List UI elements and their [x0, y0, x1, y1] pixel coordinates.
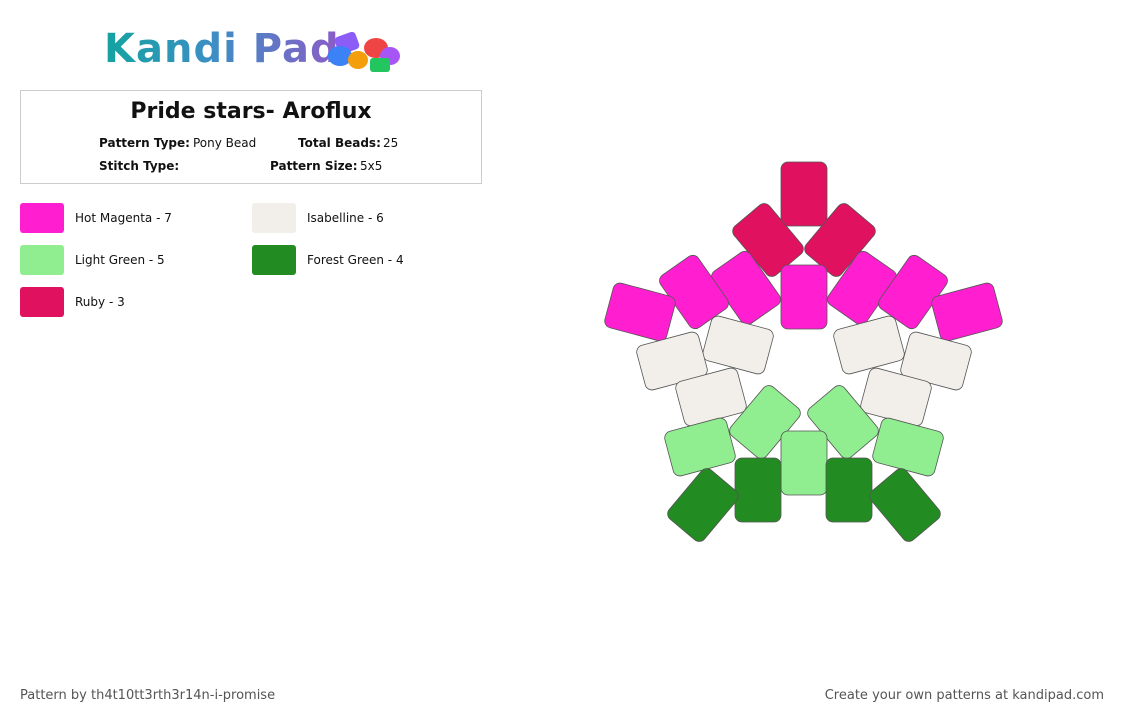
promo-link[interactable]: Create your own patterns at kandipad.com — [824, 688, 1104, 703]
value: Pony Bead — [193, 136, 257, 150]
bead — [869, 468, 941, 542]
pattern-card: Pride stars- Aroflux Pattern Type: Pony … — [20, 90, 482, 184]
value: 5x5 — [360, 159, 383, 173]
bead — [604, 282, 676, 342]
label: Stitch Type: — [99, 159, 180, 173]
legend-label: Forest Green - 4 — [307, 253, 404, 267]
color-swatch — [20, 203, 64, 233]
bead — [872, 417, 944, 477]
bead — [931, 282, 1003, 342]
label: Pattern Type: — [99, 136, 190, 150]
legend-item: Light Green - 5 — [20, 244, 165, 276]
legend-label: Light Green - 5 — [75, 253, 165, 267]
bead — [702, 315, 774, 375]
bead — [667, 468, 739, 542]
bead — [900, 331, 972, 391]
bead — [833, 315, 905, 375]
bead — [780, 264, 828, 330]
bead-pattern — [604, 161, 1003, 542]
legend-item: Ruby - 3 — [20, 286, 125, 318]
legend-label: Ruby - 3 — [75, 295, 125, 309]
color-swatch — [252, 245, 296, 275]
color-swatch — [20, 245, 64, 275]
bead — [734, 457, 782, 523]
credit: Pattern by th4t10tt3rth3r14n-i-promise — [20, 688, 276, 703]
label: Pattern Size: — [270, 159, 358, 173]
logo[interactable]: Kandi Pad — [104, 26, 340, 72]
color-swatch — [20, 287, 64, 317]
bead — [780, 161, 828, 227]
bead — [825, 457, 873, 523]
color-swatch — [252, 203, 296, 233]
bead — [780, 430, 828, 496]
legend-item: Isabelline - 6 — [252, 202, 384, 234]
logo-beads — [328, 31, 400, 72]
legend-item: Forest Green - 4 — [252, 244, 404, 276]
value: 25 — [383, 136, 399, 150]
pattern-title: Pride stars- Aroflux — [130, 99, 372, 124]
legend-label: Isabelline - 6 — [307, 211, 384, 225]
label: Total Beads: — [298, 136, 381, 150]
bead — [664, 417, 736, 477]
legend-label: Hot Magenta - 7 — [75, 211, 172, 225]
legend-item: Hot Magenta - 7 — [20, 202, 172, 234]
